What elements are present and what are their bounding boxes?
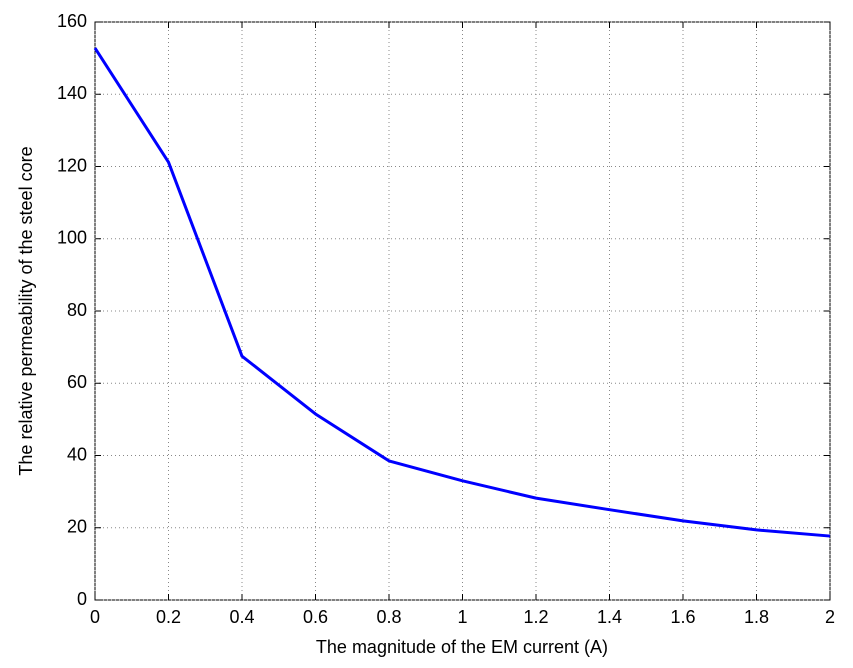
y-tick-label: 20 [67, 517, 87, 537]
x-tick-label: 0.8 [376, 607, 401, 627]
y-tick-label: 160 [57, 11, 87, 31]
x-tick-label: 1.8 [744, 607, 769, 627]
x-tick-label: 0.4 [229, 607, 254, 627]
x-tick-label: 0.6 [303, 607, 328, 627]
y-tick-label: 120 [57, 155, 87, 175]
x-tick-label: 1.4 [597, 607, 622, 627]
y-tick-label: 80 [67, 300, 87, 320]
x-tick-label: 2 [825, 607, 835, 627]
y-tick-label: 100 [57, 228, 87, 248]
x-tick-label: 0 [90, 607, 100, 627]
data-line [93, 47, 831, 538]
x-axis-label: The magnitude of the EM current (A) [316, 637, 608, 657]
y-tick-label: 140 [57, 83, 87, 103]
y-tick-label: 40 [67, 444, 87, 464]
x-tick-label: 1.2 [523, 607, 548, 627]
y-tick-label: 60 [67, 372, 87, 392]
y-axis-label: The relative permeability of the steel c… [16, 146, 36, 475]
y-tick-label: 0 [77, 589, 87, 609]
x-tick-label: 1 [457, 607, 467, 627]
x-tick-label: 0.2 [156, 607, 181, 627]
x-tick-label: 1.6 [670, 607, 695, 627]
